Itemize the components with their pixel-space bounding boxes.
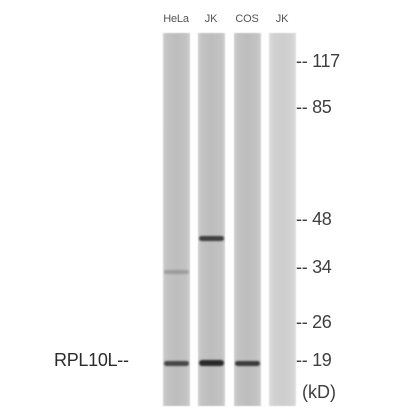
- band-jk-rpl10l: [199, 360, 224, 366]
- lane-label-hela: HeLa: [163, 13, 189, 25]
- lane-hela: [163, 33, 190, 406]
- lane-jk-2: [269, 33, 296, 406]
- marker-85: -- 85: [296, 97, 332, 117]
- band-jk-42kd: [199, 236, 224, 241]
- lane-label-jk-2: JK: [275, 13, 289, 25]
- unit-label: (kD): [302, 382, 336, 402]
- marker-19: -- 19: [296, 350, 332, 370]
- marker-48: -- 48: [296, 209, 332, 229]
- lane-label-cos: COS: [235, 13, 259, 25]
- band-hela-34kd: [164, 270, 189, 274]
- band-hela-rpl10l: [164, 361, 189, 366]
- lane-label-jk-1: JK: [204, 13, 218, 25]
- marker-117: -- 117: [296, 51, 340, 71]
- band-cos-rpl10l: [235, 361, 260, 366]
- marker-26: -- 26: [296, 312, 332, 332]
- marker-34: -- 34: [296, 257, 332, 277]
- protein-label: RPL10L--: [54, 350, 129, 370]
- lane-jk-1: [198, 33, 225, 406]
- lane-cos: [234, 33, 261, 406]
